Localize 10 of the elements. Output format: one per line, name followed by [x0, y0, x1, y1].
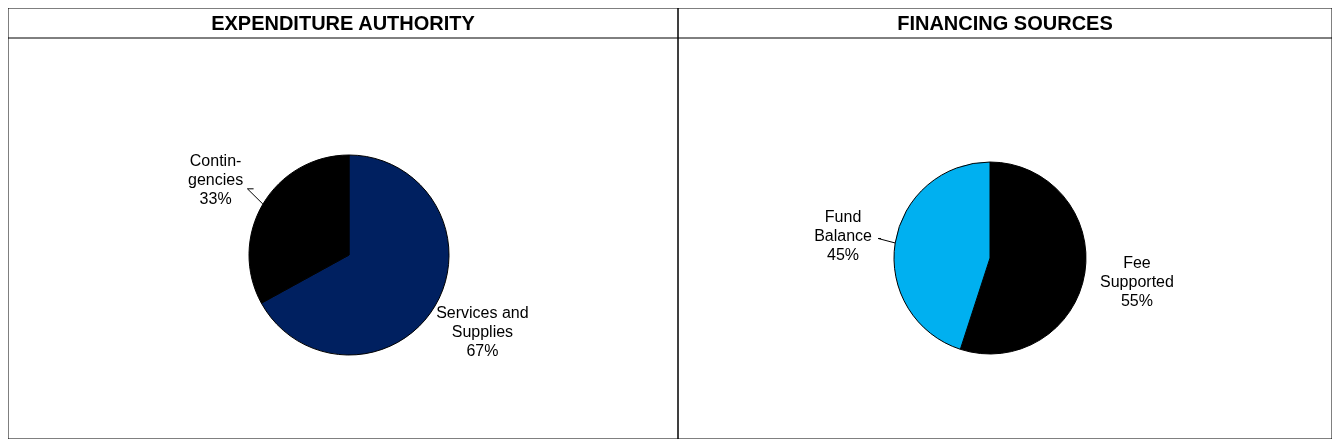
data-label: 45% — [827, 246, 860, 264]
data-label: 33% — [199, 189, 232, 207]
slice-label: Services and Supplies — [436, 304, 529, 341]
data-label: 55% — [1120, 291, 1153, 309]
slice-label: Fee Supported — [1100, 253, 1174, 290]
chart-title: EXPENDITURE AUTHORITY — [211, 12, 476, 34]
slice-label: Contin- gencies — [188, 151, 244, 188]
slice-label: Fund Balance — [814, 208, 873, 245]
data-label: 67% — [466, 342, 499, 360]
chart-title: FINANCING SOURCES — [897, 12, 1113, 34]
